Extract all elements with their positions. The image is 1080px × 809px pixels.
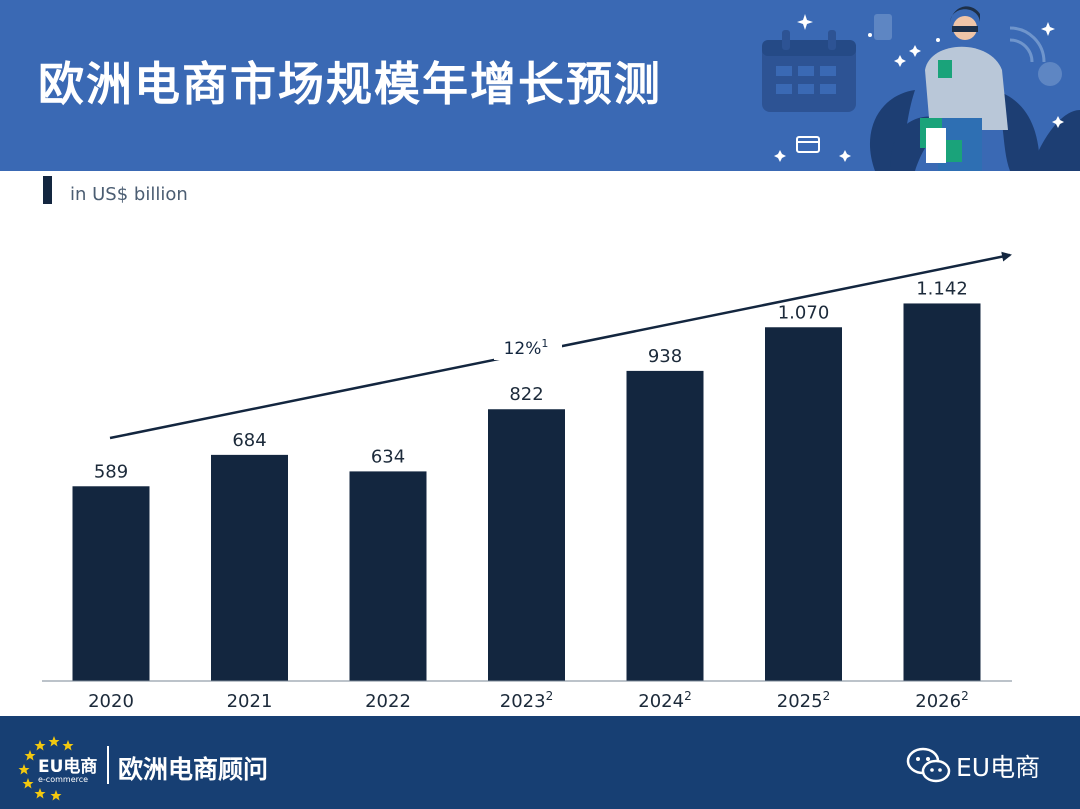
- x-tick-label-2025: 20252: [777, 689, 830, 712]
- price-tag-icon: [874, 14, 892, 40]
- footer-banner: EU电商 e-commerce 欧洲电商顾问 EU电商: [0, 716, 1080, 809]
- page-title: 欧洲电商市场规模年增长预测: [38, 57, 662, 111]
- value-label-2025: 1.070: [778, 302, 830, 323]
- bar-2021: [211, 454, 288, 681]
- sparkle-icons: [774, 14, 1064, 162]
- trend-label-bg: [494, 332, 562, 360]
- x-tick-label-2020: 2020: [88, 691, 134, 712]
- trend-label-value: 12%: [504, 339, 542, 359]
- wifi-icon: [1009, 26, 1046, 63]
- logo-text: EU电商: [38, 756, 97, 777]
- value-label-2022: 634: [371, 446, 405, 467]
- logo-subtext: e-commerce: [38, 775, 88, 784]
- bar-2025: [765, 327, 842, 681]
- unit-label: in US$ billion: [70, 184, 188, 205]
- bar-chart: 589 2020 684 2021 634 2022 822 20232 938 20242 1.0…: [42, 251, 1012, 712]
- bar-2022: [349, 471, 427, 681]
- x-tick-label-2021: 2021: [227, 691, 273, 712]
- trend-label-superscript: 1: [541, 337, 548, 350]
- eu-stars-logo: EU电商 e-commerce: [18, 736, 97, 801]
- value-label-2023: 822: [509, 384, 543, 405]
- value-label-2026: 1.142: [916, 278, 968, 299]
- bar-2026: [903, 303, 981, 681]
- x-tick-label-2022: 2022: [365, 691, 411, 712]
- percent-badge-icon: [1038, 62, 1062, 86]
- value-label-2020: 589: [94, 461, 128, 482]
- brand-name: 欧洲电商顾问: [118, 755, 269, 784]
- value-label-2024: 938: [648, 346, 682, 367]
- x-tick-label-2023: 20232: [500, 689, 553, 712]
- bar-2023: [488, 409, 565, 681]
- x-tick-label-2024: 20242: [638, 689, 691, 712]
- footer-divider: [107, 746, 109, 784]
- eu-stars-icon: [18, 736, 74, 801]
- wechat-icon: [906, 747, 951, 783]
- calendar-icon: [762, 30, 856, 112]
- shopping-illustration: [762, 6, 1080, 171]
- x-tick-label-2026: 20262: [915, 689, 968, 712]
- trend-label: 12%1: [504, 337, 549, 359]
- unit-marker: [43, 176, 52, 204]
- value-label-2021: 684: [232, 430, 266, 451]
- account-name: EU电商: [956, 753, 1041, 782]
- header-banner: 欧洲电商市场规模年增长预测: [0, 0, 1080, 171]
- credit-card-icon: [796, 136, 820, 153]
- shopper-figure: [920, 6, 1008, 171]
- bar-2024: [626, 370, 704, 681]
- bar-2020: [72, 486, 150, 681]
